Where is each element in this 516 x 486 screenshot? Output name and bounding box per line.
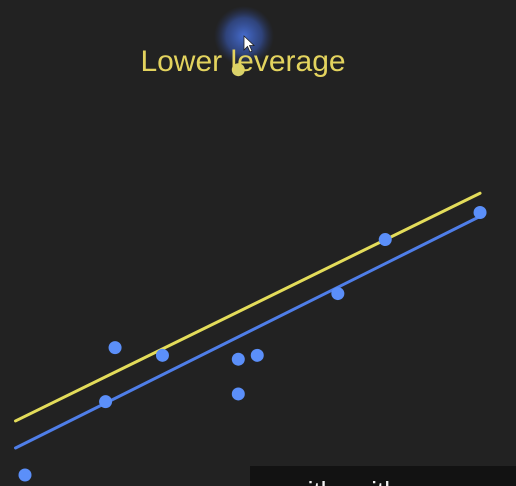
data-point-5	[231, 387, 245, 401]
data-point-10	[473, 206, 487, 220]
data-point-4	[155, 348, 169, 362]
chart-title: Lower leverage	[140, 45, 345, 78]
data-point-2	[99, 395, 113, 409]
data-point-9	[378, 233, 392, 247]
data-point-6	[231, 352, 245, 366]
blue-regression-line	[14, 214, 482, 450]
data-point-1	[18, 468, 32, 482]
data-point-7	[250, 348, 264, 362]
mouse-pointer-icon	[243, 35, 256, 53]
data-point-8	[331, 287, 345, 301]
caption-text: ...ith ... ith	[286, 478, 399, 486]
high-leverage-point[interactable]	[231, 63, 245, 77]
yellow-regression-line	[14, 191, 482, 423]
data-point-3	[108, 341, 122, 355]
caption-bar: ...ith ... ith	[250, 466, 516, 486]
